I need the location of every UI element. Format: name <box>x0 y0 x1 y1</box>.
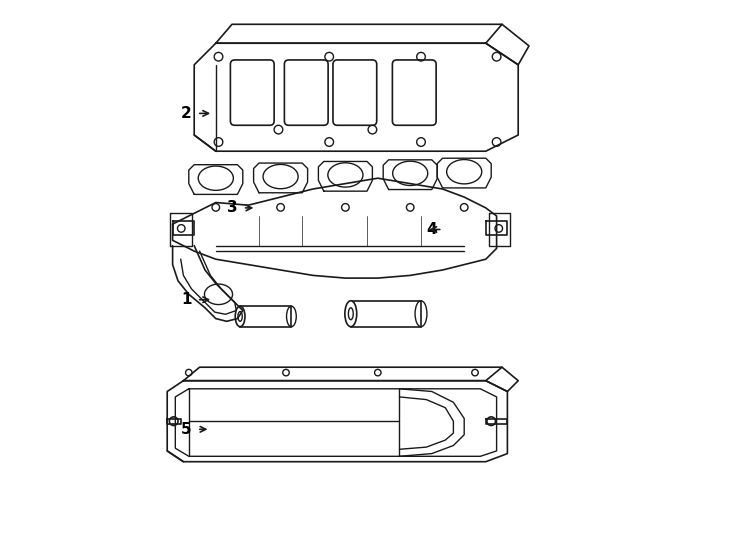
Ellipse shape <box>345 301 357 327</box>
Text: 3: 3 <box>227 200 237 215</box>
Bar <box>240 306 291 327</box>
Bar <box>351 301 421 327</box>
Ellipse shape <box>349 308 353 320</box>
Ellipse shape <box>238 312 242 321</box>
Text: 5: 5 <box>181 422 192 437</box>
Text: 2: 2 <box>181 106 192 121</box>
Text: 1: 1 <box>181 292 192 307</box>
Text: 4: 4 <box>426 222 437 237</box>
Ellipse shape <box>235 306 245 327</box>
